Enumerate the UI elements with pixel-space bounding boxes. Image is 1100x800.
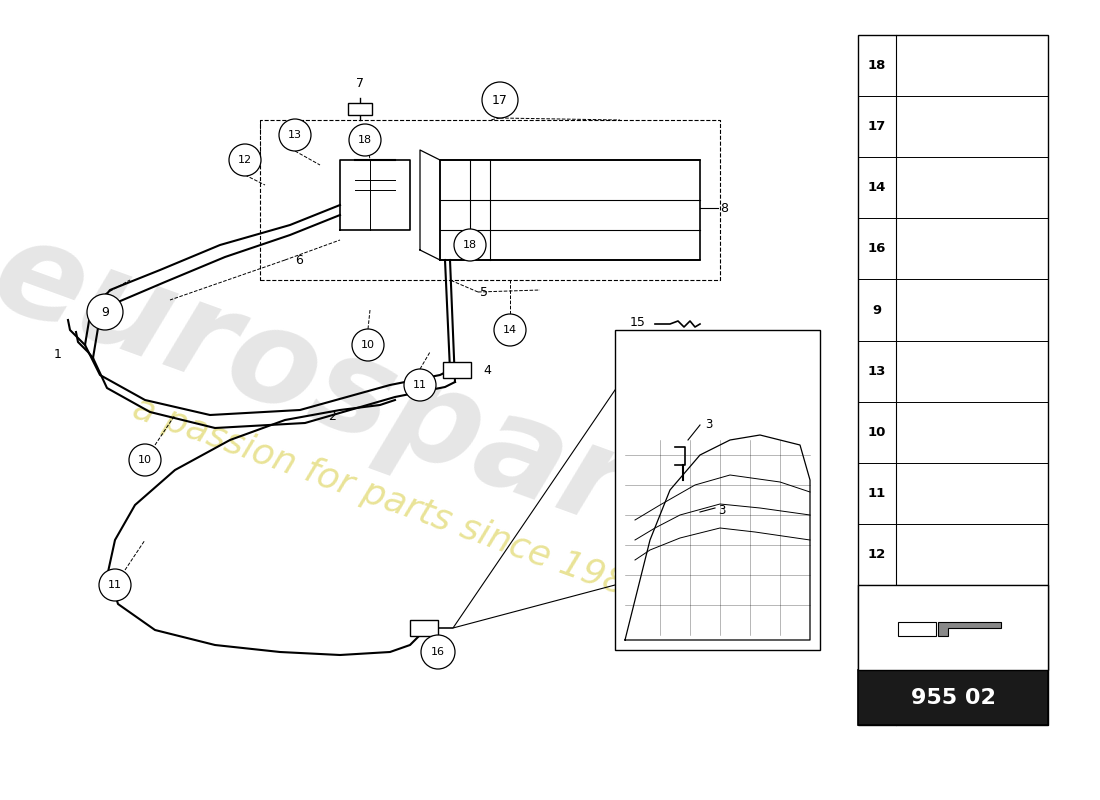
Text: 10: 10: [361, 340, 375, 350]
Text: 12: 12: [868, 548, 887, 561]
Text: 1: 1: [54, 349, 62, 362]
Text: 2: 2: [328, 410, 336, 423]
FancyBboxPatch shape: [898, 622, 936, 636]
Text: 5: 5: [480, 286, 488, 298]
Circle shape: [349, 124, 381, 156]
Text: 13: 13: [288, 130, 302, 140]
Text: 15: 15: [630, 315, 646, 329]
Text: 16: 16: [431, 647, 446, 657]
Circle shape: [87, 294, 123, 330]
Text: 7: 7: [356, 77, 364, 90]
Text: 9: 9: [101, 306, 109, 318]
Circle shape: [279, 119, 311, 151]
Text: 12: 12: [238, 155, 252, 165]
Text: 17: 17: [868, 120, 887, 133]
Circle shape: [454, 229, 486, 261]
FancyBboxPatch shape: [858, 35, 1048, 725]
Circle shape: [129, 444, 161, 476]
Circle shape: [421, 635, 455, 669]
Text: 955 02: 955 02: [911, 687, 996, 707]
Text: 18: 18: [358, 135, 372, 145]
FancyBboxPatch shape: [348, 103, 372, 115]
Circle shape: [352, 329, 384, 361]
FancyBboxPatch shape: [410, 620, 438, 636]
Text: 3: 3: [718, 503, 725, 517]
Text: 9: 9: [872, 303, 881, 317]
Text: eurospares: eurospares: [0, 207, 804, 613]
Text: 10: 10: [868, 426, 887, 438]
Circle shape: [229, 144, 261, 176]
Text: 14: 14: [503, 325, 517, 335]
FancyBboxPatch shape: [858, 585, 1048, 670]
Text: 10: 10: [138, 455, 152, 465]
Polygon shape: [938, 622, 1001, 636]
Text: 4: 4: [483, 363, 491, 377]
Circle shape: [494, 314, 526, 346]
FancyBboxPatch shape: [443, 362, 471, 378]
Text: 16: 16: [868, 242, 887, 255]
Circle shape: [99, 569, 131, 601]
Text: a passion for parts since 1985: a passion for parts since 1985: [128, 390, 652, 610]
Text: 6: 6: [295, 254, 302, 266]
Text: 11: 11: [868, 487, 887, 500]
Text: 18: 18: [868, 59, 887, 72]
Text: 3: 3: [705, 418, 713, 431]
Text: 14: 14: [868, 182, 887, 194]
Text: 8: 8: [720, 202, 728, 214]
Circle shape: [404, 369, 436, 401]
Text: 17: 17: [492, 94, 508, 106]
FancyBboxPatch shape: [858, 670, 1048, 725]
Circle shape: [482, 82, 518, 118]
Text: 11: 11: [412, 380, 427, 390]
Text: 18: 18: [463, 240, 477, 250]
Text: 11: 11: [108, 580, 122, 590]
Text: 13: 13: [868, 365, 887, 378]
FancyBboxPatch shape: [615, 330, 820, 650]
